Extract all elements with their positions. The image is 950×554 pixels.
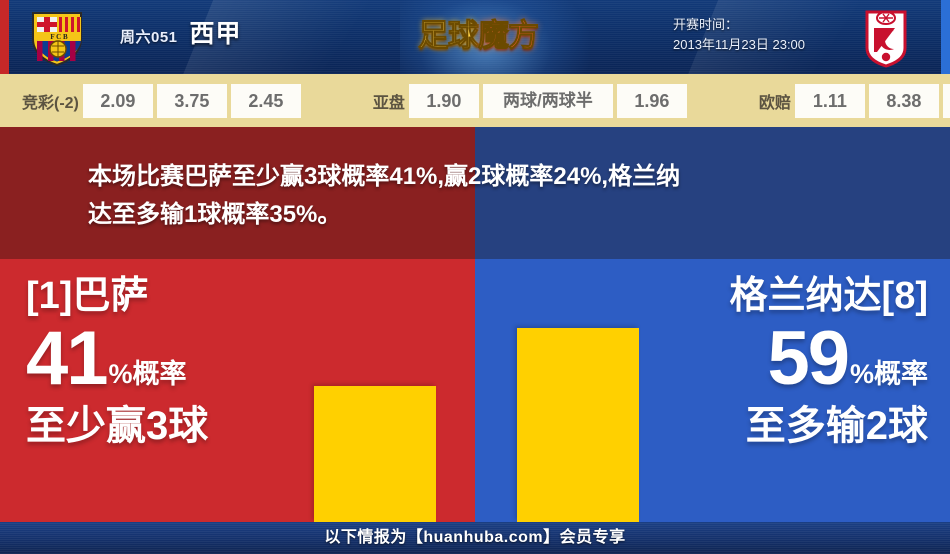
- match-number: 周六051: [120, 29, 178, 46]
- odds-european-draw[interactable]: 8.38: [868, 83, 939, 118]
- away-panel: 格兰纳达[8] 59 %概率 至多输2球: [475, 259, 950, 522]
- fc-barcelona-crest-icon: F C B: [32, 12, 82, 67]
- odds-label-asian: 亚盘: [372, 94, 405, 112]
- odds-group-jingcai: 竞彩(-2) 2.09 3.75 2.45: [22, 83, 301, 118]
- away-percent-suffix: %概率: [849, 359, 928, 389]
- home-team-name: [1]巴萨: [26, 275, 149, 317]
- league-name: 西甲: [189, 20, 242, 48]
- odds-jingcai-home[interactable]: 2.09: [82, 83, 153, 118]
- member-notice-bar: 以下情报为【huanhuba.com】会员专享: [0, 522, 950, 554]
- match-header: [0, 0, 950, 74]
- away-outcome: 至多输2球: [745, 404, 928, 448]
- home-probability-bar: [314, 386, 436, 522]
- odds-label-jingcai: 竞彩(-2): [22, 94, 79, 112]
- away-stats: 格兰纳达[8] 59 %概率 至多输2球: [730, 273, 928, 451]
- odds-jingcai-away[interactable]: 2.45: [230, 83, 301, 118]
- odds-bar: 竞彩(-2) 2.09 3.75 2.45 亚盘 1.90 两球/两球半 1.9…: [0, 74, 950, 127]
- odds-european-home[interactable]: 1.11: [794, 83, 865, 118]
- home-panel: [1]巴萨 41 %概率 至少赢3球: [0, 259, 475, 522]
- odds-jingcai-draw[interactable]: 3.75: [156, 83, 227, 118]
- summary-banner-left-half: [0, 127, 475, 259]
- header-left-red-strip: [0, 0, 9, 74]
- member-notice-text: 以下情报为【huanhuba.com】会员专享: [324, 529, 626, 546]
- probability-comparison: [1]巴萨 41 %概率 至少赢3球 格兰纳达[8] 59 %概率 至多输2球: [0, 259, 950, 522]
- away-percent-value: 59: [767, 316, 850, 401]
- away-probability-bar: [517, 328, 639, 522]
- odds-group-asian: 亚盘 1.90 两球/两球半 1.96: [372, 83, 687, 118]
- home-outcome: 至少赢3球: [26, 404, 209, 448]
- kickoff-label: 开赛时间：: [673, 17, 739, 32]
- granada-cf-crest-icon: [865, 10, 907, 68]
- kickoff-time: 2013年11月23日 23:00: [673, 37, 806, 52]
- logo-part-2: 魔方: [478, 18, 540, 54]
- summary-line-2: 达至多输1球概率35%。: [88, 201, 342, 228]
- summary-banner: [0, 127, 950, 259]
- summary-line-1: 本场比赛巴萨至少赢3球概率41%,赢2球概率24%,格兰纳: [88, 163, 681, 190]
- match-meta: 周六051 西甲: [120, 14, 242, 50]
- odds-label-european: 欧赔: [758, 94, 791, 112]
- kickoff-info: 开赛时间： 2013年11月23日 23:00: [673, 15, 805, 55]
- home-percent-value: 41: [26, 316, 109, 401]
- away-percent-row: 59 %概率: [730, 321, 928, 397]
- home-percent-suffix: %概率: [108, 359, 187, 389]
- summary-banner-right-half: [475, 127, 950, 259]
- odds-asian-home[interactable]: 1.90: [408, 83, 479, 118]
- away-team-name: 格兰纳达[8]: [729, 275, 928, 317]
- header-right-blue-strip: [941, 0, 950, 74]
- logo-part-1: 足球: [418, 18, 480, 54]
- site-logo-text: 足球魔方: [418, 18, 540, 54]
- site-logo[interactable]: 足球魔方: [418, 8, 568, 64]
- odds-asian-away[interactable]: 1.96: [616, 83, 687, 118]
- summary-text: 本场比赛巴萨至少赢3球概率41%,赢2球概率24%,格兰纳 达至多输1球概率35…: [88, 158, 878, 234]
- svg-text:F C B: F C B: [50, 33, 68, 41]
- home-percent-row: 41 %概率: [26, 321, 208, 397]
- odds-asian-handicap[interactable]: 两球/两球半: [482, 83, 613, 118]
- odds-group-european: 欧赔 1.11 8.38 19.14: [758, 83, 950, 118]
- home-stats: [1]巴萨 41 %概率 至少赢3球: [26, 273, 208, 451]
- odds-european-away[interactable]: 19.14: [942, 83, 950, 118]
